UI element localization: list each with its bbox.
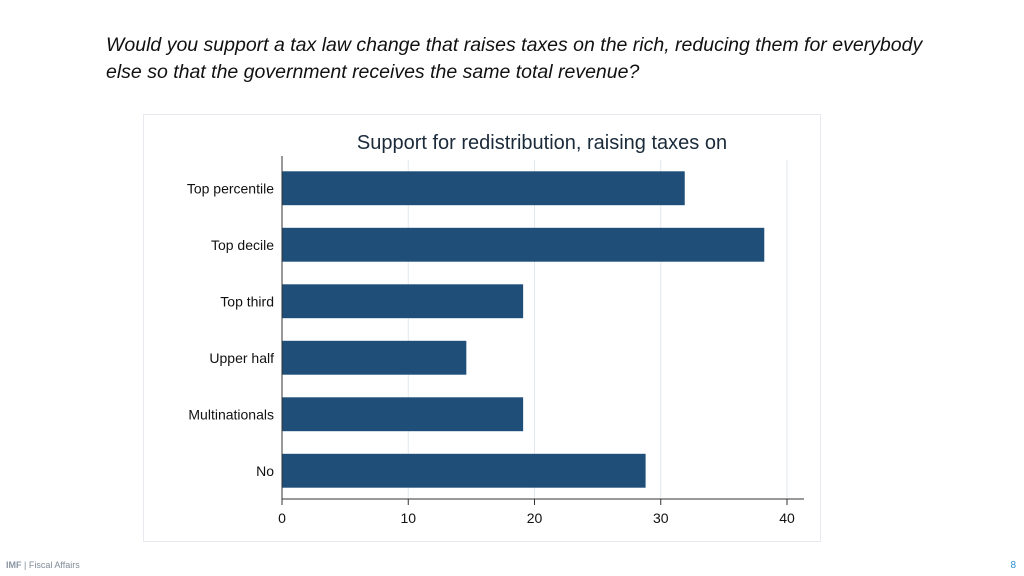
footer-department: Fiscal Affairs bbox=[28, 560, 80, 570]
category-label: Multinationals bbox=[188, 406, 274, 422]
footer: IMF | Fiscal Affairs bbox=[6, 560, 80, 570]
bar bbox=[282, 453, 646, 488]
x-tick-label: 20 bbox=[527, 510, 543, 526]
chart-panel: Support for redistribution, raising taxe… bbox=[143, 114, 821, 542]
footer-brand: IMF bbox=[6, 560, 22, 570]
bar-chart: Support for redistribution, raising taxe… bbox=[187, 132, 804, 526]
category-label: Top decile bbox=[211, 237, 274, 253]
category-label: No bbox=[256, 463, 274, 479]
category-label: Upper half bbox=[209, 350, 274, 366]
x-tick-label: 30 bbox=[653, 510, 669, 526]
page-number: 8 bbox=[1010, 560, 1016, 571]
slide-question: Would you support a tax law change that … bbox=[106, 34, 923, 83]
footer-separator: | bbox=[21, 560, 29, 570]
bar bbox=[282, 227, 765, 262]
bar bbox=[282, 397, 524, 432]
bar bbox=[282, 171, 685, 206]
bar bbox=[282, 340, 467, 375]
chart-title: Support for redistribution, raising taxe… bbox=[357, 132, 727, 154]
x-tick-label: 10 bbox=[400, 510, 416, 526]
x-tick-label: 0 bbox=[278, 510, 286, 526]
category-label: Top percentile bbox=[187, 180, 274, 196]
x-tick-label: 40 bbox=[779, 510, 795, 526]
bar bbox=[282, 284, 524, 319]
category-label: Top third bbox=[220, 293, 274, 309]
